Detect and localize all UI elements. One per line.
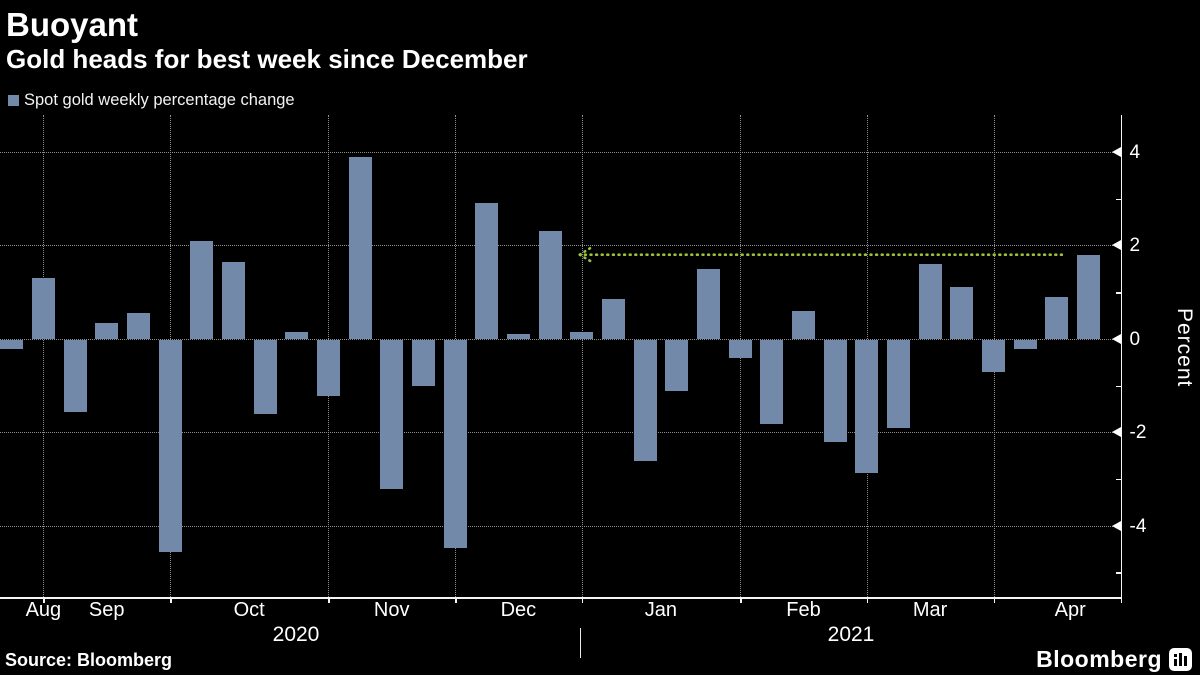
bar (348, 156, 372, 339)
bar (760, 339, 784, 424)
bar (538, 231, 562, 339)
y-tick-label: -4 (1129, 515, 1147, 537)
bar (950, 287, 974, 339)
legend-label: Spot gold weekly percentage change (24, 91, 295, 109)
axis-corner-tick (1120, 597, 1122, 603)
bar (443, 339, 467, 548)
bar (887, 339, 910, 429)
bar (728, 339, 752, 359)
bar (792, 310, 815, 339)
legend: Spot gold weekly percentage change (8, 91, 295, 110)
bar (855, 339, 879, 473)
bar (665, 339, 689, 392)
bar (285, 331, 309, 339)
y-tick-major (1111, 333, 1121, 344)
y-tick-minor (1115, 478, 1121, 481)
month-tick (43, 597, 45, 603)
month-label: Nov (373, 599, 410, 621)
month-label: Apr (1054, 599, 1086, 621)
bar (158, 339, 182, 553)
bar (1013, 339, 1037, 350)
bar (570, 331, 594, 339)
month-label: Oct (233, 599, 265, 621)
bar (1077, 254, 1100, 339)
y-tick-label: 4 (1129, 142, 1141, 163)
y-tick-major (1111, 240, 1121, 251)
month-tick (170, 597, 172, 603)
gridline-horizontal (0, 525, 1121, 527)
bar (63, 339, 87, 413)
y-axis-title: Percent (1173, 308, 1196, 388)
source-label: Source: Bloomberg (5, 650, 173, 670)
bar (918, 264, 942, 339)
y-tick-minor (1115, 572, 1121, 574)
bar (380, 339, 404, 490)
bar (506, 334, 530, 339)
y-tick-label: 0 (1129, 328, 1141, 350)
bar (411, 339, 435, 387)
bar (475, 203, 499, 339)
bar (633, 339, 657, 462)
gridline-horizontal (0, 152, 1121, 153)
x-axis-line (0, 597, 1122, 599)
month-tick (581, 597, 584, 603)
month-tick (328, 597, 330, 603)
gridline-vertical (581, 115, 583, 597)
month-tick (455, 597, 457, 603)
bar (823, 339, 847, 443)
y-tick-major (1111, 427, 1121, 438)
bloomberg-wordmark: Bloomberg (1036, 646, 1162, 672)
bloomberg-logo: Bloomberg (1036, 646, 1192, 673)
bar (696, 268, 720, 339)
bar (982, 339, 1005, 373)
month-tick (993, 597, 995, 603)
bar (221, 261, 245, 339)
gridline-vertical (43, 115, 45, 597)
bar (31, 278, 55, 339)
chart-subtitle: Gold heads for best week since December (6, 44, 528, 74)
month-label: Mar (912, 599, 948, 621)
year-label: 2021 (827, 623, 875, 646)
month-label: Dec (500, 599, 537, 621)
y-tick-minor (1115, 385, 1121, 387)
legend-swatch (8, 95, 19, 106)
y-tick-major (1111, 520, 1121, 531)
gridline-horizontal (0, 338, 1121, 340)
bar (95, 322, 119, 339)
year-divider (579, 628, 582, 658)
y-tick-label: 2 (1129, 235, 1141, 257)
year-label: 2020 (272, 623, 320, 646)
bar (1045, 296, 1069, 339)
y-tick-minor (1115, 198, 1121, 201)
y-tick-label: -2 (1129, 422, 1147, 444)
y-tick-major (1111, 147, 1121, 157)
bar (0, 339, 24, 350)
month-label: Jan (644, 599, 678, 621)
month-tick (740, 597, 742, 603)
month-tick (866, 597, 869, 603)
bar (253, 339, 277, 415)
chart-title: Buoyant (6, 6, 138, 43)
bloomberg-logo-icon (1169, 648, 1192, 671)
month-label: Feb (786, 599, 821, 621)
bar (126, 313, 150, 339)
y-axis-line (1120, 115, 1122, 599)
month-label: Aug (25, 599, 62, 621)
bar (190, 240, 214, 339)
bar (601, 299, 625, 339)
month-label: Sep (88, 599, 125, 621)
bar (316, 339, 340, 396)
y-tick-minor (1115, 292, 1121, 294)
gridline-horizontal (0, 432, 1121, 434)
